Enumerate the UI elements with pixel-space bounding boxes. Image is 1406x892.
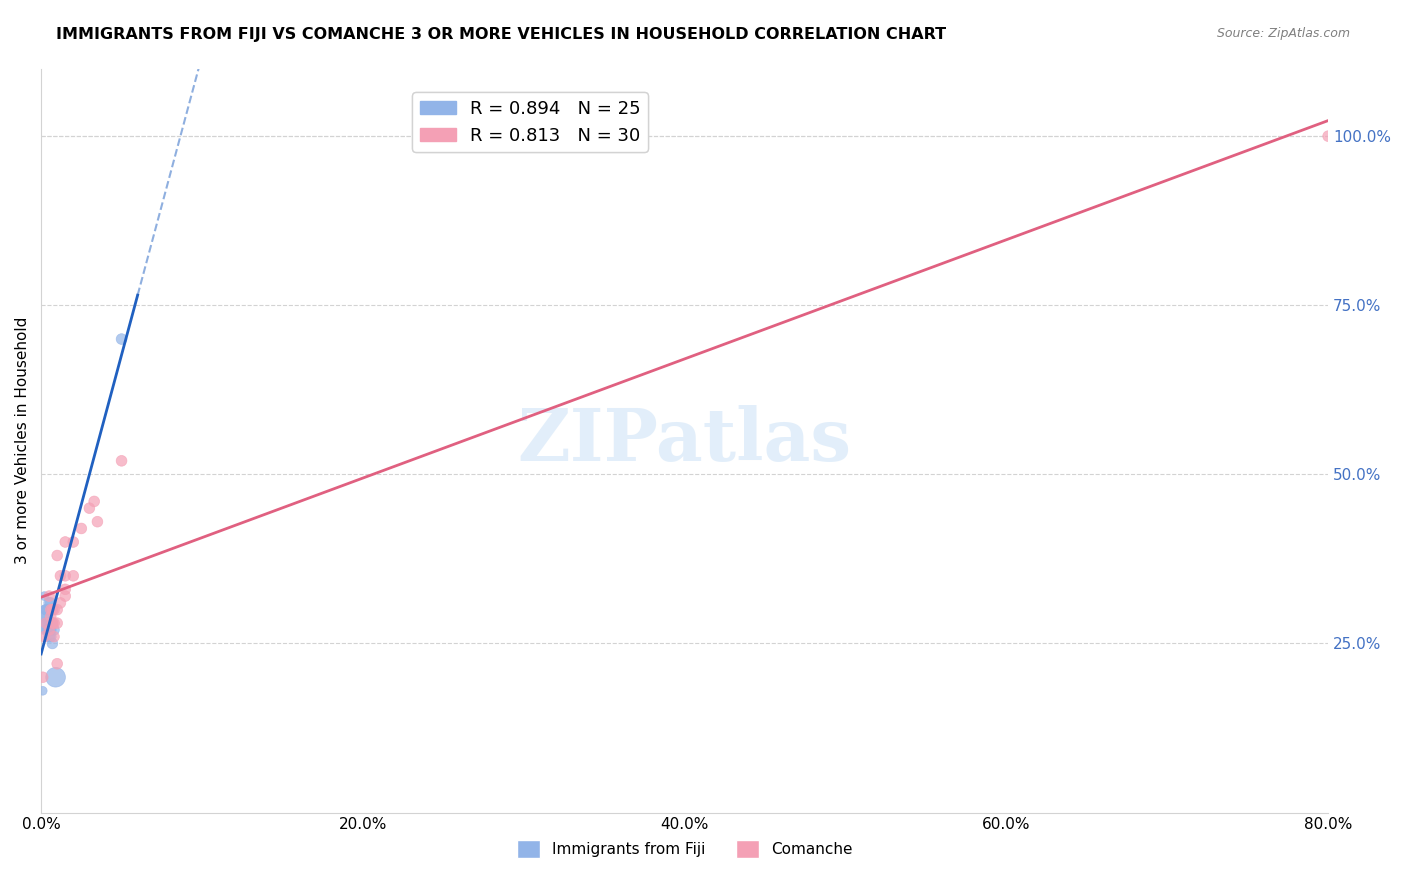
Point [37, 602, 59, 616]
Point [42, 602, 65, 616]
Point [86, 515, 108, 529]
Legend: R = 0.894   N = 25, R = 0.813   N = 30: R = 0.894 N = 25, R = 0.813 N = 30 [412, 93, 648, 152]
Point [34, 630, 56, 644]
Point [45, 670, 67, 684]
Point [46, 657, 69, 671]
Point [62, 535, 84, 549]
Point [38, 616, 60, 631]
Point [31, 670, 53, 684]
Point [38, 596, 60, 610]
Point [41, 616, 63, 631]
Point [83, 494, 105, 508]
Point [42, 623, 65, 637]
Point [37, 609, 59, 624]
Point [41, 602, 63, 616]
Point [38, 623, 60, 637]
Point [37, 623, 59, 637]
Point [35, 602, 58, 616]
Point [35, 623, 58, 637]
Point [49, 569, 72, 583]
Point [110, 454, 132, 468]
Point [35, 616, 58, 631]
Point [53, 569, 76, 583]
Point [39, 616, 62, 631]
Point [38, 623, 60, 637]
Point [34, 602, 56, 616]
Point [41, 602, 63, 616]
Point [39, 623, 62, 637]
Point [35, 616, 58, 631]
Point [46, 602, 69, 616]
Point [79, 501, 101, 516]
Point [41, 636, 63, 650]
Point [41, 616, 63, 631]
Point [53, 589, 76, 603]
Point [53, 535, 76, 549]
Point [1317, 129, 1340, 144]
Point [62, 569, 84, 583]
Point [34, 589, 56, 603]
Y-axis label: 3 or more Vehicles in Household: 3 or more Vehicles in Household [15, 317, 30, 565]
Point [46, 616, 69, 631]
Point [39, 609, 62, 624]
Point [110, 332, 132, 346]
Point [37, 616, 59, 631]
Point [38, 589, 60, 603]
Point [39, 602, 62, 616]
Point [31, 683, 53, 698]
Point [53, 582, 76, 597]
Point [42, 616, 65, 631]
Point [38, 630, 60, 644]
Point [42, 630, 65, 644]
Text: IMMIGRANTS FROM FIJI VS COMANCHE 3 OR MORE VEHICLES IN HOUSEHOLD CORRELATION CHA: IMMIGRANTS FROM FIJI VS COMANCHE 3 OR MO… [56, 27, 946, 42]
Text: ZIPatlas: ZIPatlas [517, 405, 852, 476]
Point [39, 596, 62, 610]
Point [70, 521, 93, 535]
Point [49, 596, 72, 610]
Point [39, 630, 62, 644]
Point [35, 609, 58, 624]
Text: Source: ZipAtlas.com: Source: ZipAtlas.com [1216, 27, 1350, 40]
Point [46, 549, 69, 563]
